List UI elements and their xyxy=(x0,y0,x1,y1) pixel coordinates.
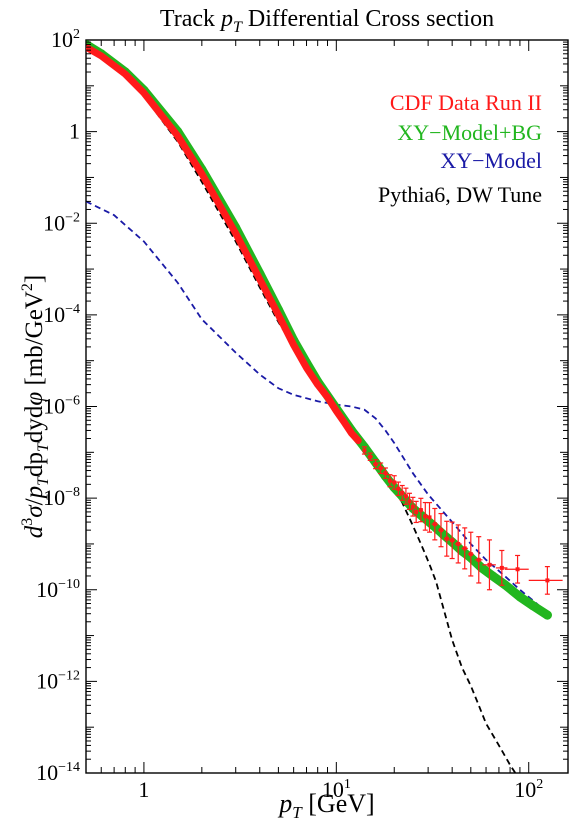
data-point xyxy=(373,462,378,467)
y-tick-label: 1 xyxy=(69,119,80,144)
data-point xyxy=(325,395,330,400)
data-point xyxy=(378,466,383,471)
y-tick-label: 10−14 xyxy=(36,760,80,785)
data-point xyxy=(439,528,444,533)
data-point xyxy=(468,552,473,557)
data-point xyxy=(423,514,428,519)
y-tick-label: 10−6 xyxy=(43,394,80,419)
series-line xyxy=(86,41,517,773)
data-point xyxy=(141,90,146,95)
data-point xyxy=(276,312,281,317)
data-point xyxy=(450,538,455,543)
tick-layer xyxy=(85,39,568,774)
y-tick-label: 102 xyxy=(51,27,80,52)
y-tick-label: 10−12 xyxy=(36,668,80,693)
data-point xyxy=(334,408,339,413)
data-point xyxy=(414,509,419,514)
legend: CDF Data Run II XY−Model+BG XY−Model Pythia… xyxy=(378,90,542,207)
data-point xyxy=(199,171,204,176)
data-point xyxy=(400,490,405,495)
y-axis-label: d3σ/pTdpTdydφ [mb/GeV2] xyxy=(19,275,52,538)
data-point xyxy=(392,480,397,485)
y-tick-label: 10−10 xyxy=(36,577,80,602)
data-point xyxy=(233,231,238,236)
data-point xyxy=(383,471,388,476)
series-line xyxy=(86,200,548,615)
data-point xyxy=(99,53,104,58)
y-tick-label: 10−4 xyxy=(43,302,80,327)
data-point xyxy=(304,365,309,370)
x-axis-label: pT [GeV] xyxy=(277,789,374,821)
data-point xyxy=(342,420,347,425)
data-point xyxy=(410,504,415,509)
data-point xyxy=(515,592,525,602)
data-point xyxy=(123,72,128,77)
legend-entry: Pythia6, DW Tune xyxy=(378,182,542,207)
x-tick-label: 102 xyxy=(514,777,543,802)
data-point xyxy=(542,610,552,620)
data-point xyxy=(396,486,401,491)
data-point xyxy=(418,508,423,513)
data-point xyxy=(417,511,427,521)
series-3 xyxy=(86,41,517,773)
data-point xyxy=(444,536,449,541)
chart-title: Track pT Differential Cross section xyxy=(160,6,494,36)
data-point xyxy=(349,431,354,436)
data-point xyxy=(476,557,481,562)
data-point xyxy=(499,565,504,570)
data-point xyxy=(515,567,520,572)
data-point xyxy=(257,277,262,282)
series-layer xyxy=(86,40,563,773)
data-point xyxy=(487,562,492,567)
data-point xyxy=(175,134,180,139)
legend-entry: CDF Data Run II xyxy=(390,90,542,115)
data-point xyxy=(477,563,487,573)
data-point xyxy=(545,578,550,583)
data-point xyxy=(368,454,373,459)
series-2 xyxy=(86,200,548,615)
data-point xyxy=(427,515,432,520)
series-band xyxy=(86,43,362,445)
series-0 xyxy=(86,43,563,595)
legend-entry: XY−Model xyxy=(440,148,542,173)
data-point xyxy=(315,382,320,387)
y-tick-label: 10−2 xyxy=(43,210,80,235)
data-point xyxy=(356,438,361,443)
x-tick-label: 101 xyxy=(322,777,351,802)
data-point xyxy=(488,571,498,581)
y-tick-label: 10−8 xyxy=(43,485,80,510)
data-point xyxy=(407,499,412,504)
data-point xyxy=(528,601,538,611)
data-point xyxy=(291,343,296,348)
data-point xyxy=(432,522,437,527)
data-point xyxy=(403,494,408,499)
label-layer: 1 101 102 102 1 10−2 10−4 10−6 10−8 10−10 10−12 10−… xyxy=(19,6,543,821)
legend-entry: XY−Model+BG xyxy=(397,120,542,145)
data-point xyxy=(462,546,467,551)
x-tick-label: 1 xyxy=(138,777,149,802)
data-point xyxy=(362,448,367,453)
data-point xyxy=(456,541,461,546)
data-point xyxy=(387,478,392,483)
